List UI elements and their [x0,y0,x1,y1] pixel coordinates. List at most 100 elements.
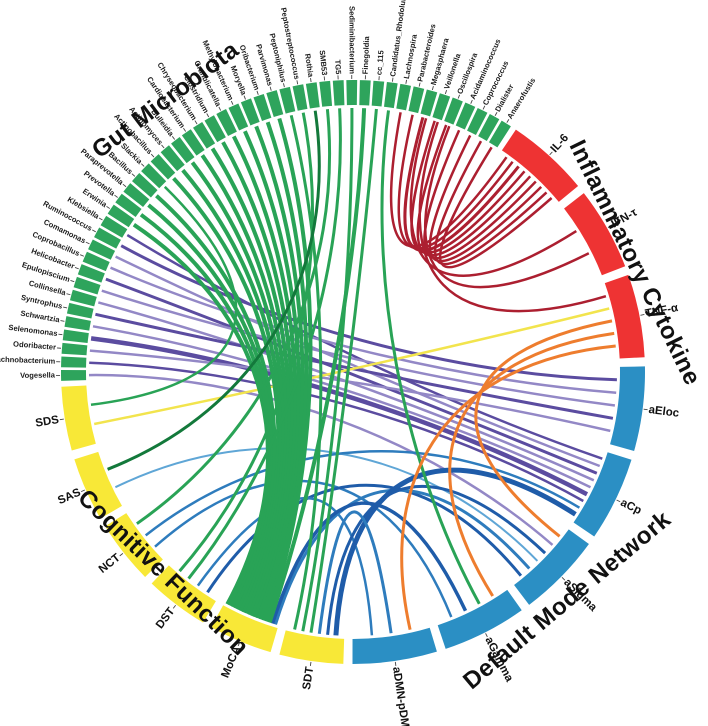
tick-Selenomonas [58,333,63,336]
tick-Acidaminococcus [470,99,473,104]
tick-Syntrophus [63,306,68,309]
node-arc-IL-6 [501,129,579,202]
node-arc-Erwinia [107,204,135,228]
node-arc-SAS [74,451,123,519]
node-arc-Veillonella [432,93,451,121]
chord-Megasphaera-IL-6 [403,117,520,252]
node-arc-Lachnobacterium [61,356,87,368]
node-arc-DST [151,565,216,623]
chord-Oribacterium-MoCA [261,121,309,622]
node-arc-Oscillospira [444,97,463,125]
node-arc-Granulicatella [216,109,237,137]
chord-SMB53-NCT [136,109,332,525]
node-arc-Klebsiella [100,215,128,238]
node-label-SDS: SDS [35,414,61,430]
chord-TNF-α-aGamma [448,331,615,597]
tick-Collinsella [66,293,71,296]
chord-Parvimonas-MoCA [264,117,313,623]
node-arc-aEloc [610,366,645,452]
node-arc-Selenomonas [62,329,89,343]
chord-Moryella-MoCA [254,125,305,621]
node-arc-Peptostreptococcus [292,84,308,111]
tick-Cardiobacterium [183,127,187,132]
tick-Megasphaera [431,85,434,91]
chord-Lachnospira-IL-6 [389,112,508,248]
chord-Megasphaera-IFN-τ [409,117,577,277]
node-arc-Oribacterium [253,93,272,121]
node-arc-cc_115 [371,80,385,107]
node-arc-Clostridium [204,115,226,143]
node-arc-Coprococcus [467,107,488,135]
node-arc-Sediminibacterium [346,80,358,106]
node-label-cc_115: cc_115 [374,49,385,75]
node-label-Rothia: Rothia [303,53,315,78]
chord-Candidatus_Rhodoluna-aGamma [380,110,481,605]
tick-Helicobacter [74,267,79,270]
chord-Ruminococcus-aEloc [120,244,617,382]
chord-Bacillus-MoCA [155,194,277,610]
tick-DST [172,604,177,609]
tick-Veillonella [444,89,448,95]
chord-Comamonas-aCp [115,255,601,468]
chord-TNF-α-aDMN-pDMN [400,344,616,631]
chord-Slackia-SDS [90,185,238,407]
node-arc-Dialister [478,114,500,141]
node-arc-NCT [105,513,163,578]
node-arc-Odoribacter [61,342,88,356]
node-arc-aDMN-pDMN [352,627,437,664]
chord-cc_115-SDT [309,108,378,633]
node-arc-Megasphaera [420,89,438,117]
tick-Oscillospira [457,94,461,99]
node-arc-Rothia [305,82,320,109]
node-arc-Vogesella [61,369,87,381]
node-arc-IFN-τ [564,193,626,276]
node-arc-Finegoldia [359,80,371,106]
tick-Anaerofustis [506,118,510,123]
node-label-aDMN-pDMN: aDMN-pDMN [390,666,412,726]
node-arc-SDS [61,385,96,451]
node-label-Lachnobacterium: Lachnobacterium [0,354,56,365]
tick-Oribacterium [256,90,259,95]
node-label-Selenomonas: Selenomonas [8,323,58,338]
tick-Parabacteroides [418,82,421,87]
chord-SDT-aSigma [326,485,547,635]
tick-Prevotella [114,194,118,198]
chord-Helicobacter-aCp [105,277,598,475]
tick-Epulopiscium [70,280,75,283]
node-arc-Anaerofustis [488,120,511,148]
tick-SAS [80,489,85,493]
chord-Clostridium-MoCA [221,141,295,617]
node-label-Anaerofustis: Anaerofustis [505,76,537,120]
tick-Bacillus [131,173,136,177]
tick-TNF-α [640,314,645,316]
node-label-aEloc: aEloc [648,404,681,420]
tick-Lachnospira [405,79,408,84]
tick-Peptoniphilus [283,83,285,88]
tick-Paraprevotella [122,183,127,188]
chord-Peptostreptococcus-DST [178,112,314,573]
node-arc-SDT [279,630,345,664]
tick-Methylobacterium [230,100,234,105]
tick-Ruminococcus [91,229,96,233]
chord-Finegoldia-MoCA [267,108,367,624]
chord-TNF-α-aSigma [474,319,613,538]
tick-Rothia [310,77,312,83]
node-arc-Schwartzia [64,316,91,331]
chord-DST-aSigma [206,483,523,594]
node-label-SMB53: SMB53 [318,50,329,76]
tick-IL-6 [549,151,553,156]
tick-Actinobacillus [150,153,155,158]
chord-Peptoniphilus-SDT [289,114,323,630]
chord-Coprobacillus-aEloc [110,266,617,394]
node-arc-Paraprevotella [123,183,150,208]
tick-Slackia [141,163,145,167]
tick-Bulleidia [171,136,176,140]
node-label-Odoribacter: Odoribacter [13,339,57,351]
node-arc-Peptoniphilus [279,86,296,114]
node-arc-Syntrophus [66,302,94,319]
node-label-Schwartzia: Schwartzia [20,309,61,325]
tick-Coprococcus [482,105,486,110]
node-arc-Bacillus [132,173,158,198]
